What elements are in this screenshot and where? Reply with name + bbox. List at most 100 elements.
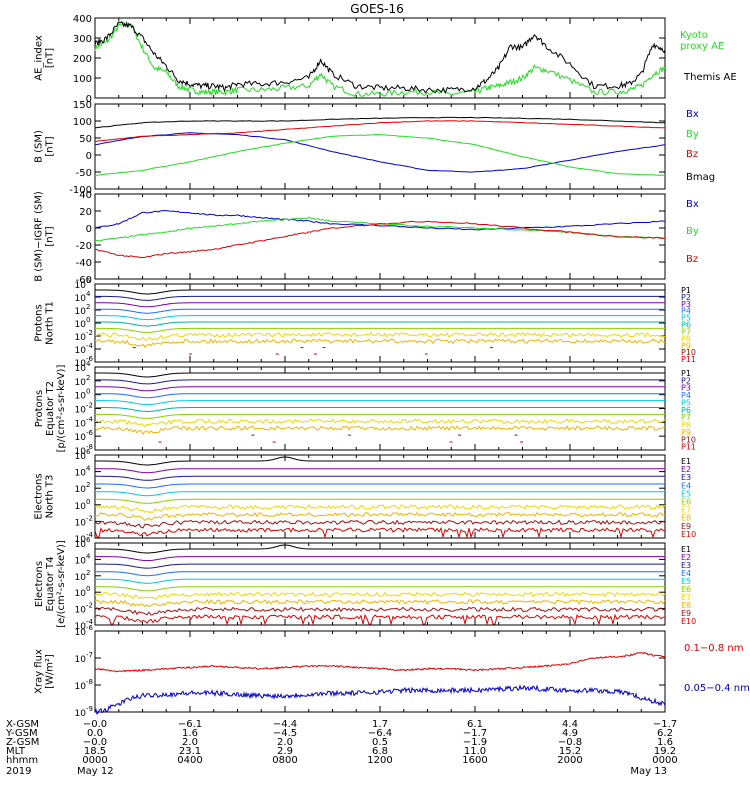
y-tick-exponent: -2: [86, 602, 93, 610]
series-line-e5: [95, 491, 665, 497]
y-axis-label: [nT]: [45, 48, 56, 68]
series-line-e4: [95, 571, 665, 577]
panel-frame-et3: [94, 454, 666, 539]
y-tick-exponent: -4: [86, 415, 94, 423]
y-tick-label: 10: [75, 606, 87, 616]
y-tick-label: 10: [75, 333, 87, 343]
y-tick-exponent: -2: [86, 329, 93, 337]
series-line-e4: [95, 483, 665, 489]
y-tick-label: 10: [75, 540, 87, 550]
series-line-e7: [94, 591, 666, 600]
legend-label-e9: E9: [681, 522, 691, 531]
ephemeris-row-label: Z-GSM: [6, 737, 39, 748]
y-tick-label: 20: [79, 207, 92, 218]
legend-label-e1: E1: [681, 457, 691, 466]
legend-label-p3: P3: [681, 300, 691, 309]
y-tick-exponent: 2: [86, 569, 90, 577]
ephemeris-value: 0.5: [372, 737, 388, 748]
ephemeris-value: −4.5: [273, 728, 297, 739]
y-tick-exponent: -9: [86, 705, 93, 713]
legend-label-e7: E7: [681, 593, 691, 602]
y-tick-label: 10: [75, 573, 87, 583]
y-tick-exponent: -7: [86, 651, 93, 659]
y-tick-exponent: -2: [86, 402, 93, 410]
y-tick-exponent: -6: [86, 429, 94, 437]
legend-label-p4: P4: [681, 307, 691, 316]
ephemeris-value: 2000: [557, 755, 582, 766]
legend-label-p5: P5: [681, 314, 691, 323]
ephemeris-value: −0.8: [558, 737, 582, 748]
series-line-p9: [94, 338, 666, 348]
legend-label-e5: E5: [681, 489, 691, 498]
year-label: 2019: [6, 766, 31, 777]
y-axis-label: [e/(cm²-s-sr-keV)]: [56, 540, 67, 628]
legend-label-p1: P1: [681, 369, 691, 378]
legend-label-bx: Bx: [686, 109, 699, 120]
ephemeris-value: 18.5: [84, 746, 106, 757]
ephemeris-value: 1.6: [657, 737, 673, 748]
y-tick-label: 10: [75, 378, 87, 388]
y-tick-exponent: 6: [86, 277, 91, 285]
y-tick-label: 10: [75, 359, 87, 369]
ephemeris-value: 0000: [82, 755, 107, 766]
legend-label-e7: E7: [681, 506, 691, 515]
y-axis-label: B (SM): [34, 130, 45, 163]
legend-label-xray-long: 0.1−0.8 nm: [684, 643, 743, 654]
y-tick-label: 10: [75, 452, 87, 462]
y-tick-exponent: -8: [86, 678, 93, 686]
y-tick-exponent: 6: [86, 536, 91, 544]
legend-label-bz: Bz: [686, 149, 698, 160]
ephemeris-value: 15.2: [559, 746, 581, 757]
legend-label-e5: E5: [681, 577, 691, 586]
ephemeris-value: 0800: [272, 755, 297, 766]
ephemeris-value: −1.9: [463, 737, 487, 748]
y-tick-exponent: 2: [86, 374, 90, 382]
legend-label-e9: E9: [681, 609, 691, 618]
y-tick-label: -100: [69, 185, 92, 196]
plot-title: GOES-16: [350, 2, 404, 16]
legend-label-bx: Bx: [686, 199, 699, 210]
ephemeris-value: −4.4: [273, 719, 297, 730]
y-tick-label: 10: [75, 392, 87, 402]
y-tick-exponent: 4: [86, 360, 91, 368]
y-tick-label: -60: [76, 275, 92, 286]
series-line-e9: [94, 606, 666, 616]
panel-frame-ae: [94, 17, 666, 99]
y-axis-label: [nT]: [45, 226, 56, 246]
series-line-p6: [95, 321, 665, 327]
y-tick-label: 10: [75, 589, 87, 599]
y-tick-exponent: -4: [86, 618, 94, 626]
series-line-e10: [94, 526, 666, 539]
series-line-p1: [95, 372, 665, 378]
y-axis-label: [nT]: [45, 136, 56, 156]
series-line-e3: [95, 563, 665, 569]
y-tick-label: 10: [75, 294, 87, 304]
series-line-e6: [95, 498, 665, 504]
legend-label-e4: E4: [681, 569, 691, 578]
y-tick-exponent: -6: [86, 355, 94, 363]
ephemeris-value: −6.4: [368, 728, 392, 739]
panel-frame-et4: [94, 542, 666, 626]
ephemeris-value: 6.8: [372, 746, 388, 757]
y-tick-label: 10: [75, 307, 87, 317]
ephemeris-value: 2.0: [277, 737, 293, 748]
ephemeris-value: 4.4: [562, 719, 578, 730]
y-axis-label: Equator T2: [45, 381, 56, 436]
panel-frame-bdiff: [94, 193, 666, 280]
series-line-bx: [94, 132, 666, 173]
series-line-e8: [94, 511, 666, 522]
y-tick-label: 10: [75, 485, 87, 495]
y-tick-label: 0: [86, 224, 92, 235]
series-line-p4: [95, 308, 665, 314]
legend-label-p6: P6: [681, 321, 691, 330]
y-tick-exponent: 0: [86, 498, 90, 506]
y-tick-label: 10: [75, 518, 87, 528]
legend-label-p1: P1: [681, 286, 691, 295]
ephemeris-value: 0.0: [87, 728, 103, 739]
legend-label-e8: E8: [681, 514, 691, 523]
series-line-e2: [95, 468, 665, 474]
y-axis-label: Protons: [34, 304, 45, 341]
panel-frame-xray: [94, 630, 666, 713]
series-line-p3: [95, 386, 665, 392]
